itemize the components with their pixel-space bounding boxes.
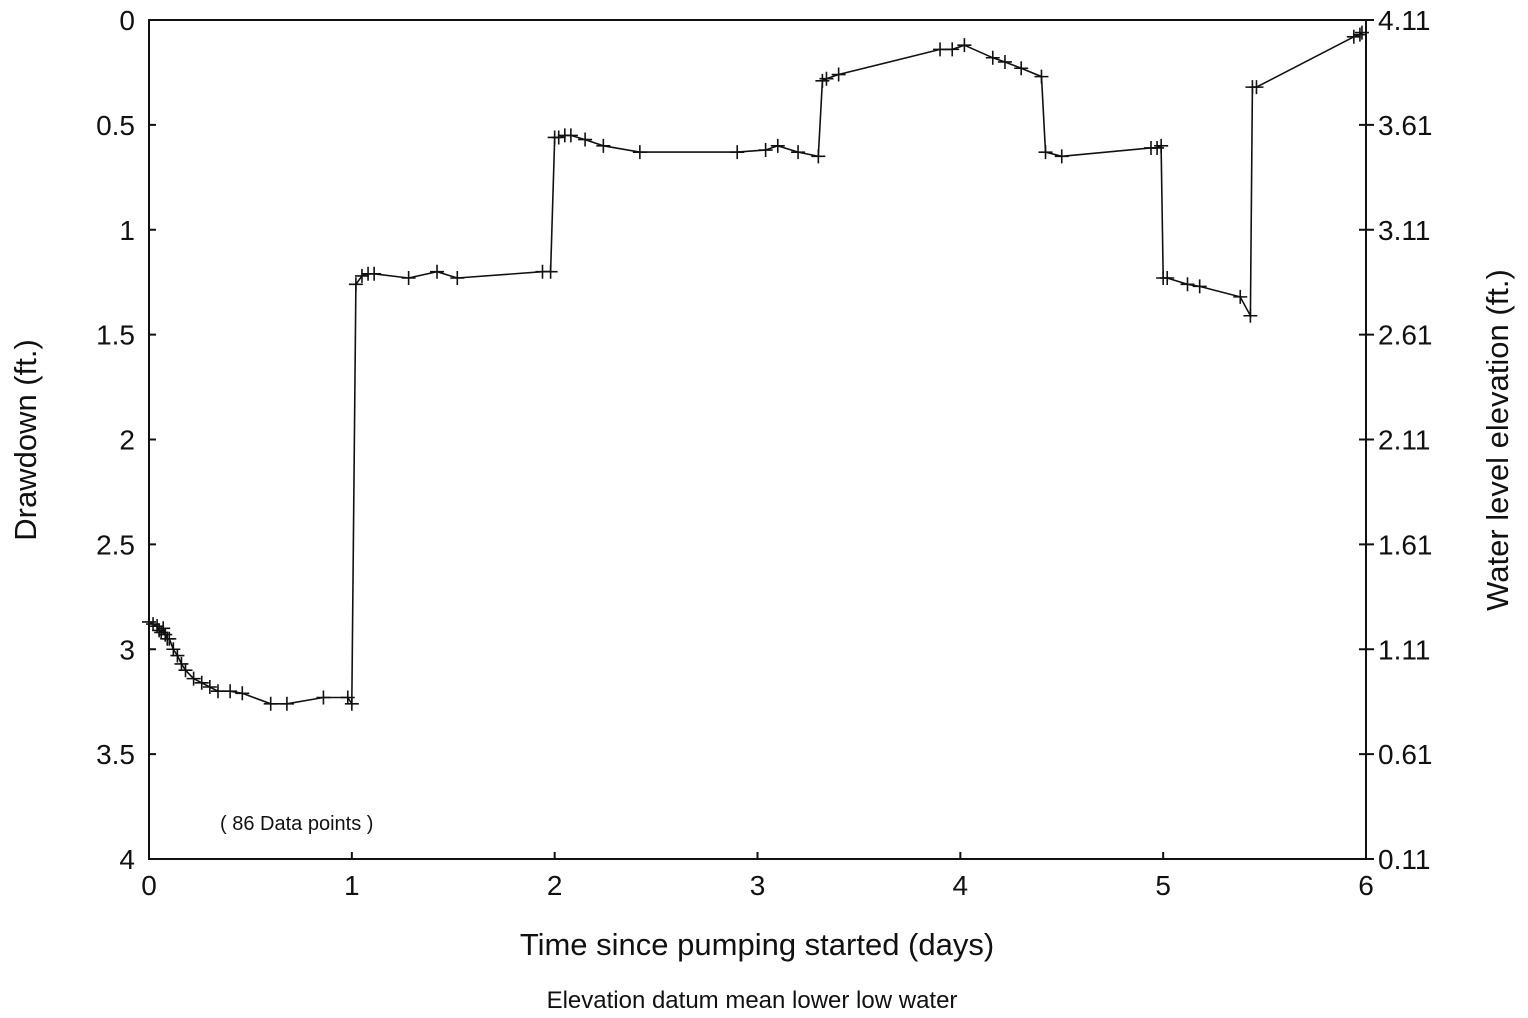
y2-tick-label: 2.11 — [1378, 425, 1430, 456]
data-point — [202, 680, 217, 695]
data-point — [758, 143, 773, 158]
y-axis-right: 4.11 3.61 3.11 2.61 2.11 1.61 1.11 0.61 0.11 — [1359, 5, 1433, 875]
x-tick-label: 5 — [1155, 870, 1171, 901]
data-point — [551, 130, 566, 145]
data-point — [791, 145, 806, 160]
y-tick-label: 4 — [119, 844, 135, 875]
data-point — [174, 656, 189, 671]
data-point — [578, 132, 593, 147]
data-point — [1192, 279, 1207, 294]
data-point — [1352, 27, 1367, 42]
data-point — [450, 270, 465, 285]
x-tick-label: 6 — [1358, 870, 1374, 901]
data-point — [815, 73, 830, 88]
x-tick-label: 2 — [547, 870, 563, 901]
data-point — [170, 648, 185, 663]
data-point — [344, 696, 359, 711]
data-point — [1346, 29, 1361, 44]
y-axis-left: 0 0.5 1 1.5 2 2.5 3 3.5 4 — [96, 5, 156, 875]
data-point — [945, 42, 960, 57]
y-tick-label: 1 — [119, 215, 135, 246]
drawdown-series-line — [148, 32, 1363, 707]
data-point — [235, 686, 250, 701]
y2-tick-label: 3.11 — [1378, 215, 1430, 246]
data-point — [1233, 289, 1248, 304]
data-point — [348, 277, 363, 292]
data-point — [819, 71, 834, 86]
y-tick-label: 0.5 — [96, 110, 135, 141]
data-point — [223, 684, 238, 699]
data-point — [162, 631, 177, 646]
data-point — [811, 149, 826, 164]
data-point — [316, 690, 331, 705]
y2-axis-title: Water level elevation (ft.) — [1480, 269, 1515, 611]
data-point — [1034, 69, 1049, 84]
data-point — [1160, 270, 1175, 285]
x-tick-label: 3 — [750, 870, 766, 901]
data-point — [156, 621, 171, 636]
data-point — [1054, 149, 1069, 164]
data-point — [563, 128, 578, 143]
data-point — [933, 42, 948, 57]
annotation-data-points: ( 86 Data points ) — [220, 813, 373, 835]
data-point — [367, 266, 382, 281]
plot-frame — [148, 19, 1367, 860]
y-axis-title: Drawdown (ft.) — [8, 339, 43, 541]
data-point — [210, 684, 225, 699]
data-point — [430, 264, 445, 279]
y2-tick-label: 0.61 — [1378, 739, 1433, 770]
data-point — [1180, 277, 1195, 292]
data-point — [632, 145, 647, 160]
data-point — [1154, 138, 1169, 153]
x-tick-label: 4 — [953, 870, 969, 901]
data-point — [1354, 25, 1369, 40]
data-point — [1038, 145, 1053, 160]
y-tick-label: 2.5 — [96, 529, 135, 560]
y2-tick-label: 1.11 — [1378, 634, 1430, 665]
data-point — [997, 54, 1012, 69]
y2-tick-label: 3.61 — [1378, 110, 1433, 141]
y2-tick-label: 0.11 — [1378, 844, 1430, 875]
elevation-datum-caption: Elevation datum mean lower low water — [547, 987, 958, 1014]
data-point — [1249, 80, 1264, 95]
y2-tick-label: 1.61 — [1378, 529, 1433, 560]
x-axis-title: Time since pumping started (days) — [520, 927, 994, 962]
data-point — [354, 268, 369, 283]
y2-tick-label: 4.11 — [1378, 5, 1430, 36]
data-point — [279, 696, 294, 711]
data-point — [543, 264, 558, 279]
data-point — [957, 38, 972, 53]
data-point — [1243, 308, 1258, 323]
y-tick-label: 3 — [119, 634, 135, 665]
data-point — [985, 50, 1000, 65]
x-tick-label: 1 — [344, 870, 360, 901]
data-point — [1014, 61, 1029, 76]
y-tick-label: 3.5 — [96, 739, 135, 770]
data-point — [596, 138, 611, 153]
x-tick-label: 0 — [141, 870, 157, 901]
y-tick-label: 0 — [119, 5, 135, 36]
data-point — [730, 145, 745, 160]
data-point — [194, 675, 209, 690]
data-point — [178, 663, 193, 678]
y-tick-label: 1.5 — [96, 320, 135, 351]
data-point — [263, 696, 278, 711]
x-axis: 0 1 2 3 4 5 6 — [141, 852, 1374, 901]
y2-tick-label: 2.61 — [1378, 320, 1433, 351]
data-point — [166, 642, 181, 657]
data-point — [401, 270, 416, 285]
data-point — [186, 671, 201, 686]
data-point — [770, 138, 785, 153]
data-point-markers — [142, 25, 1369, 711]
y-tick-label: 2 — [119, 425, 135, 456]
data-point — [831, 67, 846, 82]
